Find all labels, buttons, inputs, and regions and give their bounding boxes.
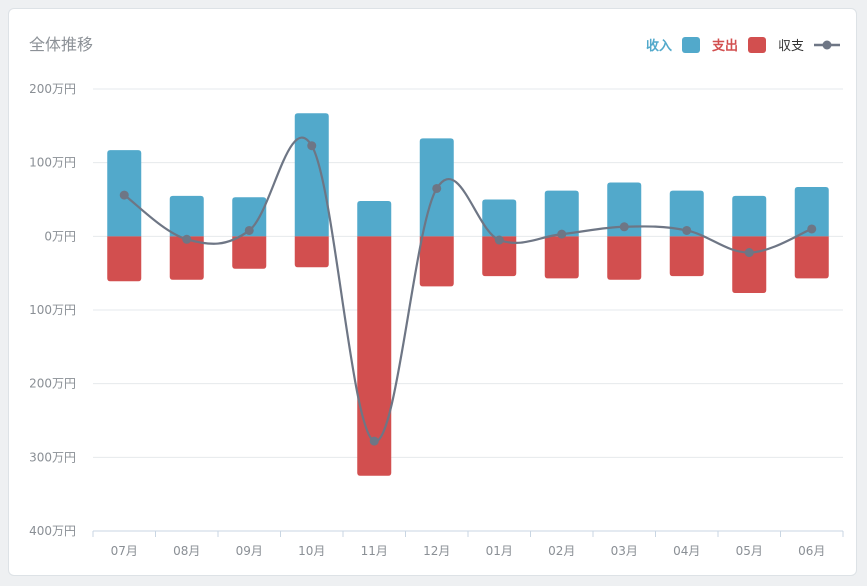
balance-point — [682, 225, 692, 235]
balance-line — [123, 136, 813, 443]
x-tick-label: 08月 — [173, 544, 200, 558]
balance-point — [807, 224, 817, 234]
chart-title: 全体推移 — [29, 35, 94, 54]
income-bar — [294, 113, 329, 237]
income-bar — [232, 197, 267, 237]
legend-swatch-income — [681, 36, 700, 53]
y-tick-label: 400万円 — [29, 524, 76, 538]
balance-point — [182, 234, 192, 244]
expense-bar — [107, 236, 142, 282]
y-tick-label: 0万円 — [44, 229, 76, 243]
x-tick-label: 01月 — [486, 544, 513, 558]
expense-bar — [357, 236, 392, 476]
balance-point — [369, 436, 379, 446]
income-bar — [544, 190, 579, 237]
legend-label-income: 收入 — [645, 39, 672, 54]
x-tick-label: 07月 — [111, 544, 138, 558]
expense-bar — [482, 236, 517, 277]
x-tick-label: 03月 — [611, 544, 638, 558]
x-tick-label: 10月 — [298, 544, 325, 558]
legend-label-expense: 支出 — [711, 39, 738, 54]
legend: 收入 支出 収支 — [634, 35, 840, 54]
y-tick-label: 100万円 — [29, 156, 76, 170]
income-bar — [794, 186, 829, 237]
expense-bar — [232, 236, 267, 269]
y-tick-label: 100万円 — [29, 303, 76, 317]
balance-point — [744, 248, 754, 258]
x-tick-label: 12月 — [423, 544, 450, 558]
balance-point — [432, 183, 442, 193]
income-bar — [357, 200, 392, 237]
expense-bar — [732, 236, 767, 294]
expense-bar — [607, 236, 642, 280]
legend-item-expense[interactable]: 支出 — [712, 35, 766, 54]
chart-card: 全体推移 收入 支出 収支 — [8, 8, 857, 576]
expense-bar — [544, 236, 579, 279]
legend-line-icon — [814, 40, 840, 49]
y-tick-label: 200万円 — [29, 377, 76, 391]
income-bar — [482, 199, 517, 237]
expense-bar — [169, 236, 204, 280]
legend-swatch-expense — [747, 36, 766, 53]
balance-point — [619, 222, 629, 232]
expense-bar — [794, 236, 829, 279]
expense-bar — [419, 236, 454, 287]
x-tick-label: 04月 — [673, 544, 700, 558]
x-tick-label: 05月 — [736, 544, 763, 558]
income-bar — [169, 195, 204, 237]
income-bar — [669, 190, 704, 237]
y-tick-label: 200万円 — [29, 82, 76, 96]
balance-point — [557, 229, 567, 239]
balance-point — [119, 190, 129, 200]
x-tick-label: 11月 — [361, 544, 388, 558]
legend-label-balance: 収支 — [777, 39, 804, 54]
expense-bar — [669, 236, 704, 277]
income-bar — [732, 195, 767, 237]
balance-point — [307, 141, 317, 151]
balance-point — [494, 235, 504, 245]
balance-point — [244, 225, 254, 235]
legend-item-balance[interactable]: 収支 — [778, 35, 840, 54]
x-tick-label: 06月 — [798, 544, 825, 558]
x-tick-label: 09月 — [236, 544, 263, 558]
y-tick-label: 300万円 — [29, 450, 76, 464]
income-bar — [607, 182, 642, 237]
legend-item-income[interactable]: 收入 — [646, 35, 700, 54]
x-tick-label: 02月 — [548, 544, 575, 558]
expense-bar — [294, 236, 329, 268]
